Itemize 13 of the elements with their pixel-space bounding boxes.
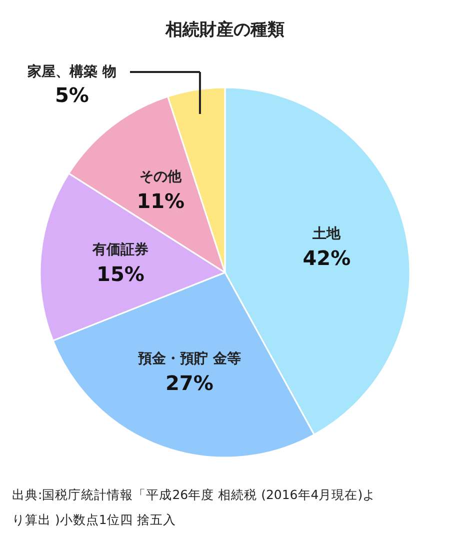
slice-label: 預金・預貯 金等: [136, 350, 241, 367]
text: り算出 )小数点1位四 捨五入: [12, 512, 176, 527]
data-label: 42%: [302, 246, 351, 270]
data-label: 11%: [136, 189, 185, 214]
slice-label: その他: [140, 169, 183, 186]
slice-label: 土地: [312, 226, 342, 242]
data-label: 27%: [165, 370, 214, 395]
source-note: 出典:国税庁統計情報「平成26年度 相続税 (2016年4月現在)よ: [12, 487, 376, 502]
chart-title: 相続財産の種類: [164, 20, 284, 40]
data-label: 5%: [55, 83, 89, 107]
slice-label: 有価証券: [91, 241, 148, 258]
data-label: 15%: [96, 262, 144, 286]
slice-label: 家屋、構築 物: [26, 63, 116, 80]
